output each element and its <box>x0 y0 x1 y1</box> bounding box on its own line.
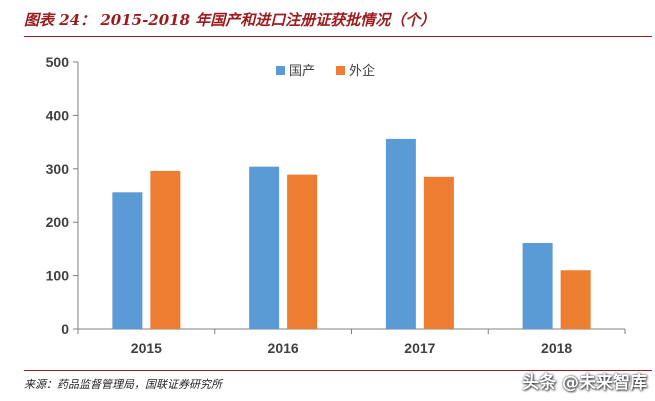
x-tick-label: 2017 <box>404 340 435 356</box>
bar-2015-domestic <box>112 192 143 329</box>
source-divider <box>24 370 652 371</box>
y-axis: 0 100 200 300 400 500 <box>46 54 79 337</box>
bar-2016-foreign <box>287 174 318 329</box>
bars <box>112 138 591 329</box>
legend-label: 外企 <box>349 63 375 79</box>
y-tick-label: 500 <box>46 54 70 70</box>
x-tick-label: 2018 <box>541 340 572 356</box>
chart-title: 图表 24： 2015-2018 年国产和进口注册证获批情况（个） <box>24 11 436 29</box>
bar-2018-domestic <box>522 243 553 329</box>
watermark: 头条 @未来智库 <box>522 373 647 393</box>
bar-2016-domestic <box>249 166 280 329</box>
y-tick-label: 400 <box>46 107 70 123</box>
bar-2018-foreign <box>560 270 591 329</box>
y-tick-label: 100 <box>46 268 70 284</box>
legend-swatch <box>336 66 345 75</box>
y-tick-label: 300 <box>46 161 70 177</box>
legend: 国产 外企 <box>276 63 375 79</box>
bar-2017-foreign <box>423 176 454 329</box>
x-axis: 2015 2016 2017 2018 <box>77 328 626 356</box>
legend-swatch <box>276 66 285 75</box>
source-note: 来源：药品监督管理局，国联证券研究所 <box>24 378 222 391</box>
x-tick-label: 2015 <box>131 340 162 356</box>
y-tick-label: 0 <box>61 321 69 337</box>
bar-2015-foreign <box>150 170 181 329</box>
legend-label: 国产 <box>289 64 315 79</box>
bar-2017-domestic <box>385 138 416 329</box>
title-bar: 图表 24： 2015-2018 年国产和进口注册证获批情况（个） <box>0 0 655 37</box>
bar-chart: 0 100 200 300 400 500 2015 2016 2017 2018 国产 外企 <box>46 54 626 356</box>
y-tick-label: 200 <box>46 214 70 230</box>
x-tick-label: 2016 <box>268 340 299 356</box>
title-divider <box>24 36 652 37</box>
